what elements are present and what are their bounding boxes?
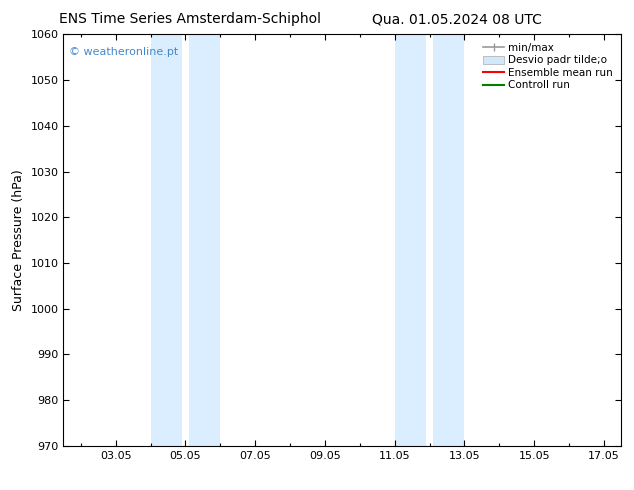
Bar (150, 34, 182, 446)
Text: ENS Time Series Amsterdam-Schiphol: ENS Time Series Amsterdam-Schiphol (59, 12, 321, 26)
Text: Qua. 01.05.2024 08 UTC: Qua. 01.05.2024 08 UTC (372, 12, 541, 26)
Legend: min/max, Desvio padr tilde;o, Ensemble mean run, Controll run: min/max, Desvio padr tilde;o, Ensemble m… (480, 40, 616, 94)
Bar (189, 34, 220, 446)
Bar (433, 34, 464, 446)
Y-axis label: Surface Pressure (hPa): Surface Pressure (hPa) (12, 169, 25, 311)
Bar (394, 34, 426, 446)
Text: © weatheronline.pt: © weatheronline.pt (69, 47, 178, 57)
